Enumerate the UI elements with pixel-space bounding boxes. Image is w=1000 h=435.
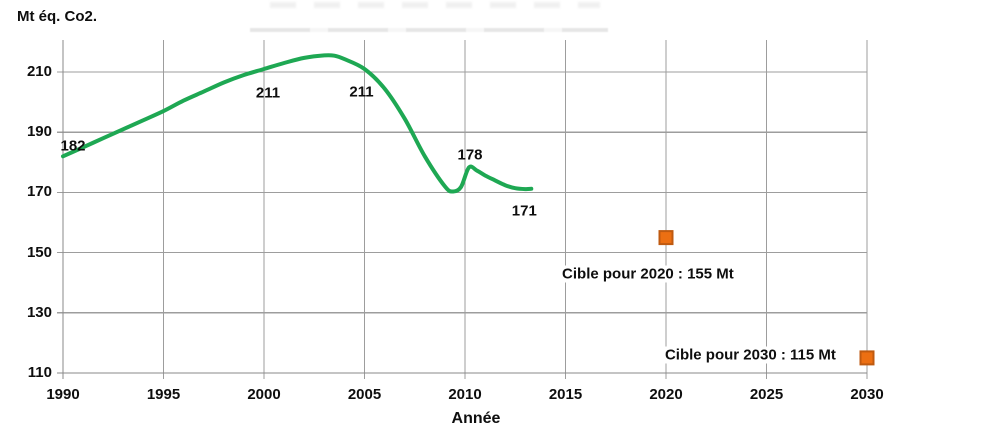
y-tick-label: 170	[26, 183, 52, 201]
x-tick-label: 2000	[247, 386, 281, 403]
target-marker-2030	[859, 350, 875, 366]
x-tick-label: 2030	[850, 386, 884, 403]
y-tick-label: 190	[26, 123, 52, 141]
x-tick-label: 2010	[448, 386, 482, 403]
x-tick-label: 2020	[649, 386, 683, 403]
x-tick-label: 2015	[548, 386, 583, 403]
point-label: 211	[255, 84, 281, 102]
y-tick-label: 130	[26, 303, 52, 321]
annotation-cible-2030: Cible pour 2030 : 115 Mt	[661, 346, 839, 364]
x-tick-label: 2005	[347, 386, 382, 403]
annotation-cible-2020: Cible pour 2020 : 155 Mt	[559, 265, 737, 283]
x-tick-label: 2025	[749, 386, 784, 403]
x-tick-label: 1995	[146, 386, 181, 403]
point-label: 211	[349, 83, 374, 101]
point-label: 171	[511, 202, 537, 220]
point-label: 178	[457, 146, 483, 164]
y-tick-label: 210	[26, 63, 52, 80]
point-label: 182	[60, 137, 86, 155]
target-marker-2020	[658, 230, 674, 246]
y-tick-label: 150	[26, 243, 52, 261]
emissions-line	[61, 53, 534, 194]
x-tick-label: 1990	[46, 386, 80, 403]
y-tick-label: 110	[27, 364, 52, 381]
y-axis-title: Mt éq. Co2.	[17, 8, 98, 25]
x-axis-title: Année	[451, 410, 501, 427]
